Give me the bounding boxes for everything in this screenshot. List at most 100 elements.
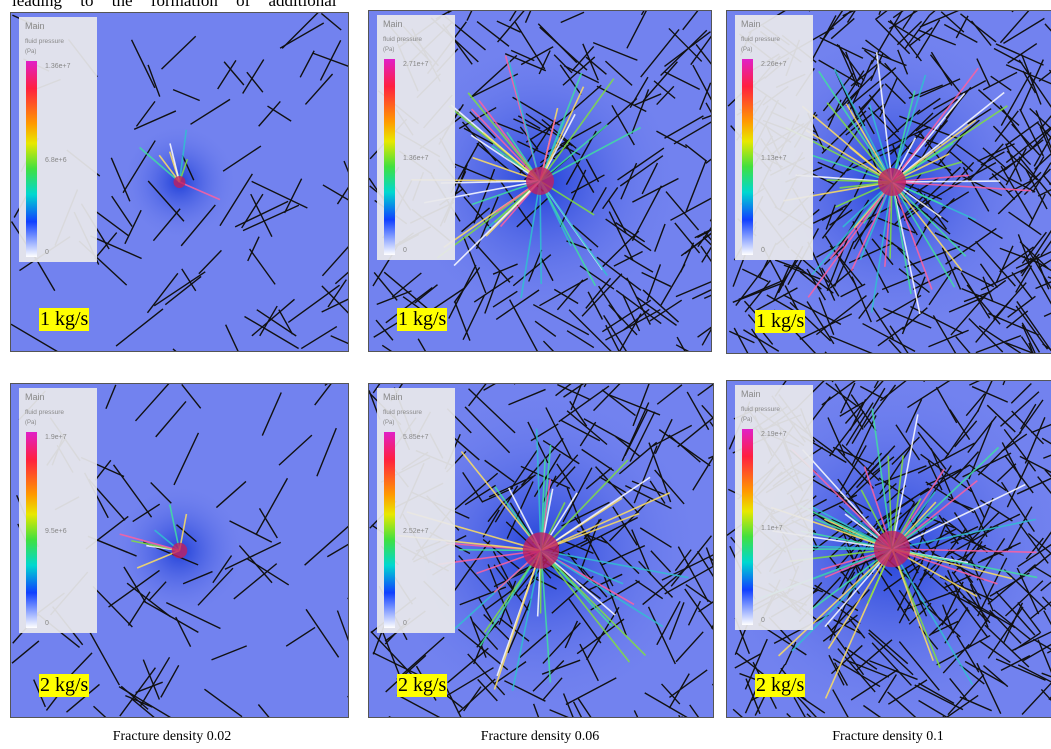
colorbar-tick-label: 2.26e+7 [761,61,787,68]
fracture [1044,297,1051,317]
legend: Mainfluid pressure(Pa)5.85e+72.52e+70 [377,388,455,633]
fracture [282,13,323,48]
fracture [162,36,196,69]
fracture [279,310,293,335]
injection-core [526,167,554,195]
rate-label: 2 kg/s [397,674,447,697]
fracture [191,99,231,124]
colorbar-tick-label: 5.85e+7 [403,434,429,441]
fracture [259,101,281,126]
colorbar-tick-label: 0 [45,249,49,256]
fracture [216,481,246,507]
figure: leading to the formation of additional M… [0,0,1051,749]
legend: Mainfluid pressure(Pa)1.36e+76.8e+60 [19,17,97,262]
legend: Mainfluid pressure(Pa)2.19e+71.1e+70 [735,385,813,630]
fracture [268,106,292,121]
fracture [156,401,186,436]
fracture [288,285,339,322]
fracture [627,11,655,48]
fracture [683,11,711,30]
fracture [830,336,883,353]
fracture [415,285,438,304]
fracture [173,90,200,101]
rate-label: 1 kg/s [397,308,447,331]
fracture [681,243,694,273]
fracture [687,392,708,430]
legend-quantity: fluid pressure [383,36,422,43]
fracture [374,272,397,300]
fracture [161,665,179,697]
fracture [96,211,129,235]
legend-unit: (Pa) [383,47,394,53]
fracture [305,525,348,565]
fracture [710,168,711,221]
fracture [1003,381,1023,385]
fracture [258,704,283,717]
fracture [843,11,875,16]
fracture [286,627,315,646]
fracture [154,272,205,306]
colorbar-tick-label: 2.52e+7 [403,528,429,535]
fracture [322,232,348,276]
colorbar-tick-label: 0 [45,620,49,627]
fracture [739,280,785,300]
injection-core [878,168,906,196]
fracture [331,336,348,350]
fracture [1000,11,1041,43]
rate-label: 2 kg/s [755,674,805,697]
fracture [1045,24,1051,57]
fracture [825,352,858,353]
legend: Mainfluid pressure(Pa)1.9e+79.5e+60 [19,388,97,633]
colorbar-tick-label: 0 [761,617,765,624]
colorbar [384,432,395,628]
fracture [875,11,896,20]
injection-core [174,176,186,188]
colorbar-tick-label: 6.8e+6 [45,157,67,164]
colorbar-tick-label: 1.1e+7 [761,525,783,532]
fracture [956,337,990,353]
colorbar-tick-label: 9.5e+6 [45,528,67,535]
legend: Mainfluid pressure(Pa)2.26e+71.13e+70 [735,15,813,260]
colorbar-tick-label: 2.71e+7 [403,61,429,68]
fracture [323,185,348,210]
fracture [119,687,173,717]
fracture [94,706,123,717]
fracture [174,433,198,485]
fracture [1011,383,1031,403]
fracture [247,559,288,585]
simulation-panel: Mainfluid pressure(Pa)1.9e+79.5e+602 kg/… [10,383,349,718]
fracture [328,280,346,307]
fracture [971,21,991,46]
fracture [199,250,222,273]
legend-title: Main [741,19,761,29]
fracture [567,331,594,348]
colorbar [742,429,753,625]
fracture [686,160,706,211]
fracture [526,11,543,23]
fracture [733,709,755,717]
fracture [251,194,272,237]
fracture [1039,56,1051,82]
fracture [226,325,240,351]
fracture [706,103,711,140]
fracture [711,589,713,628]
fracture [116,309,163,346]
fracture [1003,18,1044,43]
fracture [321,13,341,30]
simulation-panel: Mainfluid pressure(Pa)2.19e+71.1e+702 kg… [726,380,1051,718]
legend-title: Main [383,19,403,29]
rate-label: 1 kg/s [39,308,89,331]
fracture [93,586,132,627]
fracture [305,74,332,104]
fracture [327,534,348,557]
fracture [212,646,247,660]
legend-quantity: fluid pressure [25,409,64,416]
fracture [279,435,312,465]
caption: Fracture density 0.06 [481,729,600,745]
fracture [182,384,201,408]
fracture [561,12,584,22]
legend-title: Main [25,21,45,31]
fracture [136,101,155,126]
fracture [317,428,336,476]
header-fragment: leading to the formation of additional [12,0,336,11]
